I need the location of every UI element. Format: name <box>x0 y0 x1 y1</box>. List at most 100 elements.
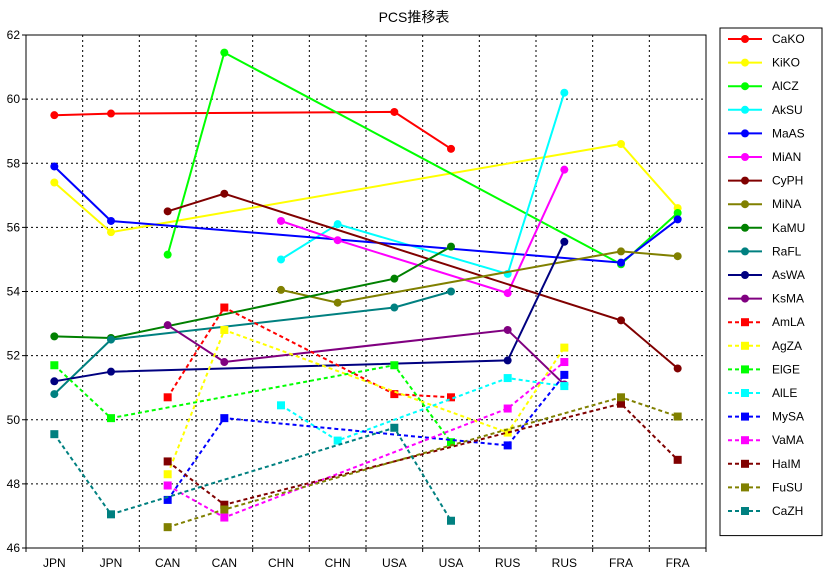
data-point-marker <box>560 382 569 391</box>
data-point-marker <box>163 250 172 259</box>
series-line <box>280 92 566 276</box>
data-point-marker <box>560 237 569 246</box>
grid-lines <box>26 35 706 548</box>
legend-label: MaAS <box>772 126 805 140</box>
series-lines <box>50 48 682 532</box>
data-point-marker <box>503 428 512 437</box>
data-point-marker <box>560 358 569 367</box>
x-tick-label: CHN <box>325 556 351 570</box>
data-point-marker <box>220 500 229 509</box>
y-tick-label: 56 <box>7 220 21 234</box>
x-tick-label: FRA <box>666 556 690 570</box>
data-point-marker <box>447 287 455 296</box>
legend-entry-amla: AmLA <box>728 315 805 329</box>
data-point-marker <box>107 109 115 118</box>
data-point-marker <box>617 316 625 325</box>
data-point-marker <box>50 178 59 187</box>
series-line <box>280 169 566 295</box>
legend-label: ElGE <box>772 362 800 376</box>
legend-entry-cako: CaKO <box>728 32 805 46</box>
legend-label: CaKO <box>772 32 805 46</box>
data-point-marker <box>503 289 512 298</box>
data-point-marker <box>163 470 172 479</box>
series-line <box>54 241 566 383</box>
series-line <box>280 377 565 442</box>
legend-label: KiKO <box>772 56 800 70</box>
data-point-marker <box>503 404 512 413</box>
x-tick-label: JPN <box>100 556 123 570</box>
data-point-marker <box>503 325 512 334</box>
axes: 46 48 50 52 54 56 58 60 62 JPN JPN CAN CAN CHN CHN USA U… <box>7 28 707 570</box>
legend-entry-aswa: AsWA <box>728 268 805 282</box>
legend-label: VaMA <box>772 433 804 447</box>
legend-marker <box>741 153 749 161</box>
series-cazh <box>50 423 455 525</box>
legend-entry-haim: HaIM <box>728 457 801 471</box>
data-point-marker <box>390 390 399 399</box>
data-point-marker <box>390 274 399 283</box>
data-point-marker <box>220 358 229 367</box>
y-tick-label: 62 <box>7 28 21 42</box>
data-point-marker <box>503 441 512 450</box>
series-mian <box>277 165 569 298</box>
data-point-marker <box>503 374 512 383</box>
data-point-marker <box>107 414 115 423</box>
data-point-marker <box>673 455 682 464</box>
legend-entry-elge: ElGE <box>728 362 800 376</box>
legend-marker <box>741 294 749 303</box>
legend-marker <box>741 223 749 232</box>
data-point-marker <box>673 215 682 224</box>
series-line <box>53 165 679 264</box>
series-line <box>166 51 679 266</box>
legend-label: AlCZ <box>772 79 799 93</box>
legend-entry-alle: AlLE <box>728 386 797 400</box>
data-point-marker <box>333 220 342 229</box>
data-point-marker <box>673 364 682 373</box>
data-point-marker <box>447 516 455 525</box>
legend-entry-aksu: AkSU <box>728 103 803 117</box>
y-tick-label: 58 <box>7 156 21 170</box>
legend-label: MiAN <box>772 150 801 164</box>
data-point-marker <box>333 298 342 307</box>
series-aswa <box>50 237 569 386</box>
legend-label: AkSU <box>772 103 803 117</box>
data-point-marker <box>447 393 455 402</box>
x-tick-label: CAN <box>212 556 237 570</box>
data-point-marker <box>277 401 285 410</box>
data-point-marker <box>447 242 455 251</box>
data-point-marker <box>617 140 625 149</box>
legend-entry-rafl: RaFL <box>728 244 802 258</box>
series-line <box>167 402 679 506</box>
data-point-marker <box>390 361 399 370</box>
series-amla <box>163 303 455 402</box>
legend-marker <box>741 341 749 350</box>
legend-label: AsWA <box>772 268 805 282</box>
legend-marker <box>741 105 749 114</box>
legend-marker <box>741 412 749 421</box>
legend-marker <box>741 365 749 374</box>
series-mysa <box>163 370 569 504</box>
series-rafl <box>50 287 455 399</box>
data-point-marker <box>220 303 229 312</box>
data-point-marker <box>107 335 115 344</box>
data-point-marker <box>163 495 172 504</box>
legend-marker <box>741 318 749 327</box>
series-fusu <box>163 393 682 532</box>
x-tick-label: USA <box>382 556 407 570</box>
legend-label: AmLA <box>772 315 805 329</box>
legend-entry-kamu: KaMU <box>728 221 805 235</box>
legend-marker <box>741 271 749 279</box>
series-line <box>54 110 452 150</box>
data-point-marker <box>560 165 569 174</box>
y-tick-label: 60 <box>7 92 21 106</box>
data-point-marker <box>220 48 229 57</box>
legend-marker <box>741 247 749 256</box>
chart-title: PCS推移表 <box>379 9 450 25</box>
y-tick-label: 46 <box>7 541 21 555</box>
data-point-marker <box>50 361 59 370</box>
y-tick-label: 50 <box>7 413 21 427</box>
series-alle <box>277 374 569 445</box>
data-point-marker <box>163 523 172 532</box>
legend-box <box>719 27 823 537</box>
legend-entry-alcz: AlCZ <box>728 79 799 93</box>
